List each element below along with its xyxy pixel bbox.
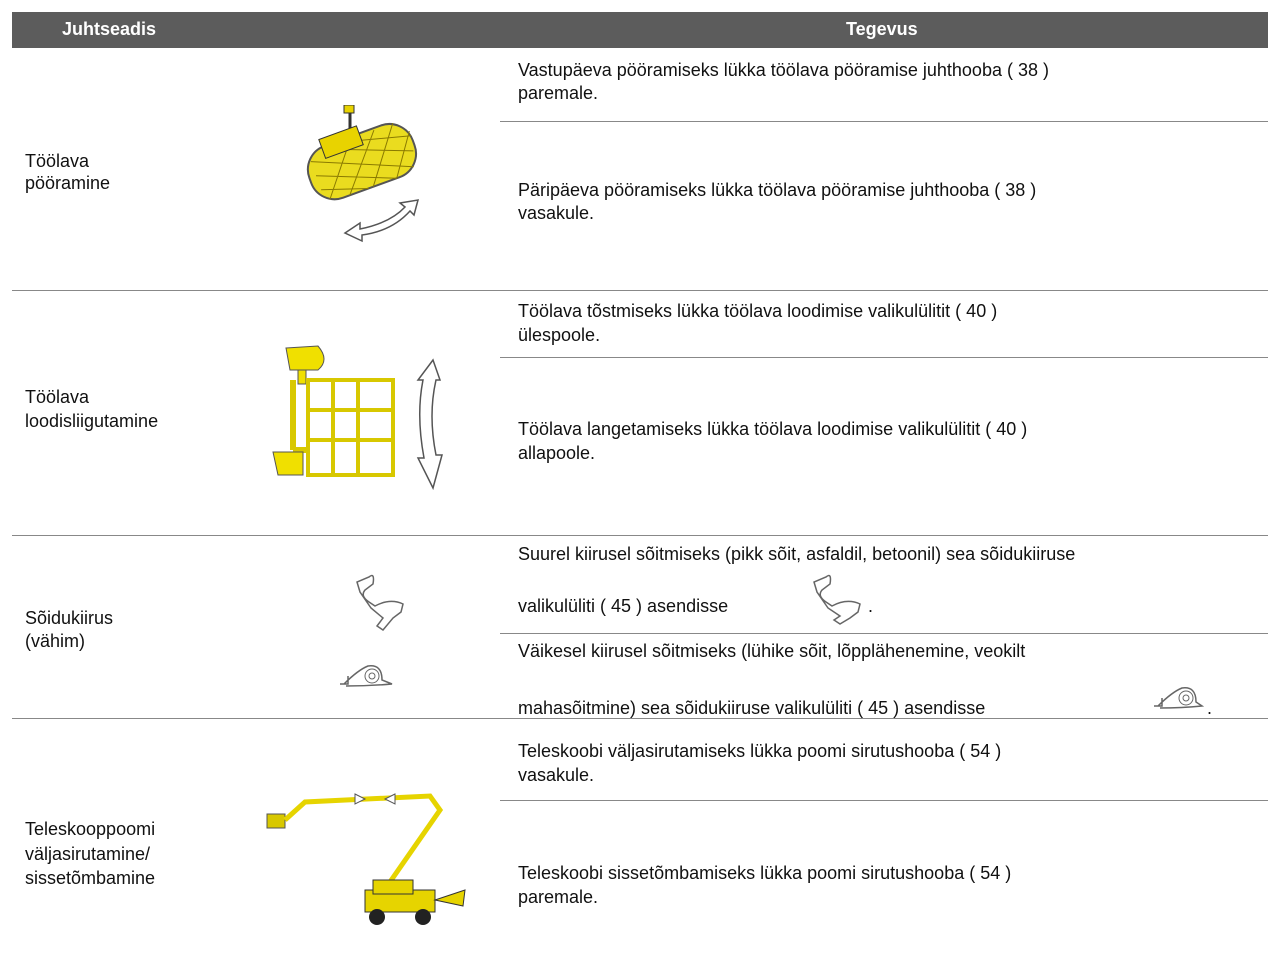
action-text: Töölava tõstmiseks lükka töölava loodimi…	[518, 301, 998, 321]
action-text: Vastupäeva pööramiseks lükka töölava pöö…	[518, 60, 1049, 80]
divider	[500, 121, 1268, 122]
row-rule	[12, 535, 1268, 536]
icon-snail	[340, 665, 393, 687]
header-cell: Tegevus	[846, 19, 918, 39]
action-text: mahasõitmine) sea sõidukiiruse valikulül…	[518, 698, 986, 718]
action-text: valikulüliti ( 45 ) asendisse	[518, 596, 729, 616]
action-text: Väikesel kiirusel sõitmiseks (lühike sõi…	[518, 641, 1026, 661]
action-text: vasakule.	[518, 203, 595, 223]
divider	[500, 357, 1268, 358]
action-text: .	[868, 596, 874, 616]
row-rule	[12, 718, 1268, 719]
control-label: Töölava	[25, 151, 90, 171]
header-cell: Juhtseadis	[62, 19, 157, 39]
control-label: pööramine	[25, 173, 111, 193]
divider	[500, 800, 1268, 801]
icon-level	[272, 345, 443, 491]
icon-rabbit	[356, 574, 404, 631]
action-text: vasakule.	[518, 765, 595, 785]
action-text: Suurel kiirusel sõitmiseks (pikk sõit, a…	[518, 544, 1076, 564]
action-text: .	[1207, 698, 1213, 718]
action-text: paremale.	[518, 887, 599, 907]
control-label: Töölava	[25, 387, 90, 407]
action-text: allapoole.	[518, 443, 596, 463]
action-text: ülespoole.	[518, 325, 601, 345]
icon-snail-inline	[1154, 687, 1205, 709]
header-bar	[12, 12, 1268, 48]
divider	[500, 633, 1268, 634]
control-label: Sõidukiirus	[25, 608, 114, 628]
control-label: sissetõmbamine	[25, 868, 156, 888]
action-text: Töölava langetamiseks lükka töölava lood…	[518, 419, 1028, 439]
action-text: Teleskoobi sissetõmbamiseks lükka poomi …	[518, 863, 1012, 883]
row-rule	[12, 290, 1268, 291]
control-label: väljasirutamine/	[25, 844, 151, 864]
icon-boom	[266, 793, 466, 925]
action-text: Teleskoobi väljasirutamiseks lükka poomi…	[518, 741, 1002, 761]
control-label: Teleskooppoomi	[25, 819, 156, 839]
action-text: Päripäeva pööramiseks lükka töölava pöör…	[518, 180, 1037, 200]
action-text: paremale.	[518, 83, 599, 103]
control-label: (vähim)	[25, 631, 86, 651]
icon-rotate	[306, 105, 420, 243]
icon-rabbit-inline	[813, 574, 861, 625]
control-label: loodisliigutamine	[25, 411, 159, 431]
